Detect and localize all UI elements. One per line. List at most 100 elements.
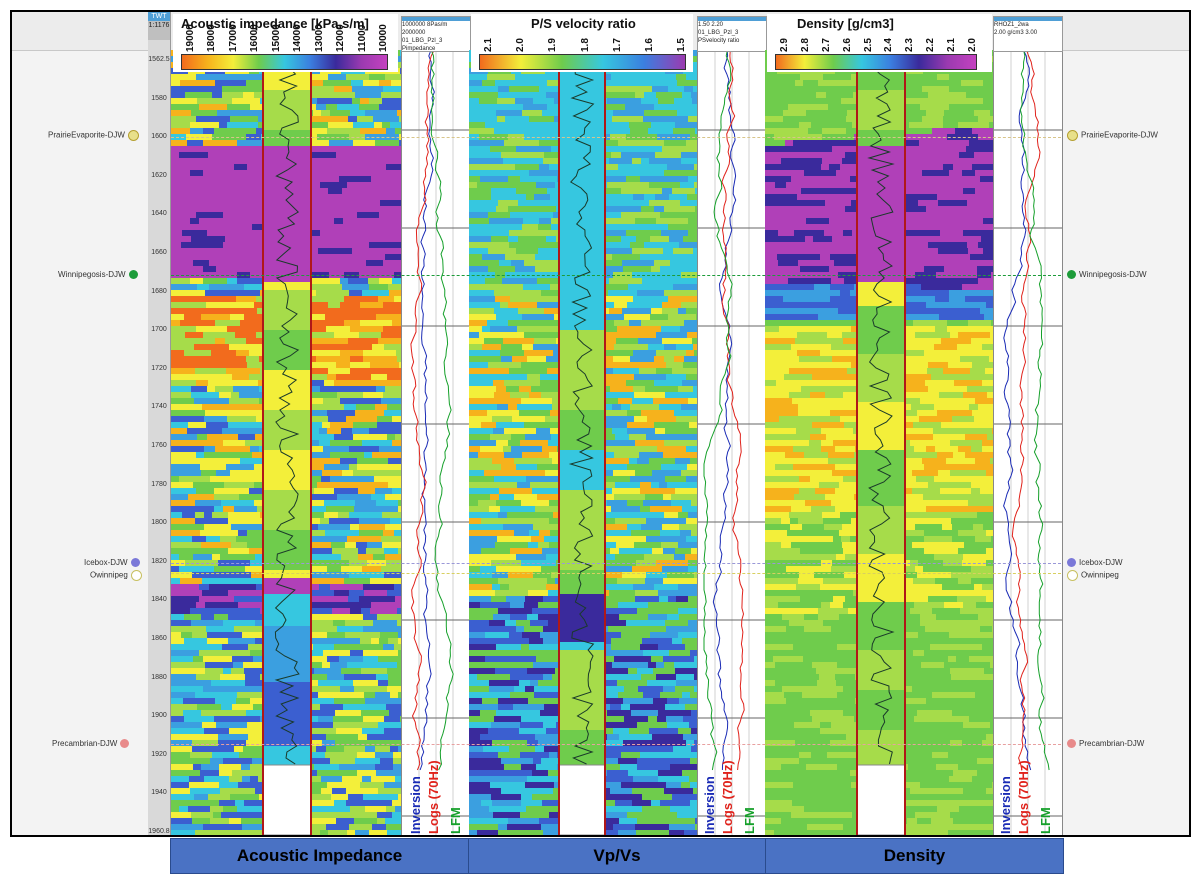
section-cell	[975, 728, 993, 735]
section-cell	[385, 554, 401, 561]
section-cell	[615, 554, 645, 561]
section-cell	[681, 470, 694, 477]
section-cell	[765, 782, 794, 789]
section-cell	[232, 710, 247, 717]
section-cell	[952, 308, 981, 315]
section-cell	[966, 146, 993, 153]
well-column-cell	[857, 426, 905, 435]
section-cell	[171, 260, 194, 267]
section-cell	[171, 404, 203, 411]
section-cell	[171, 716, 185, 723]
marker-left-winnipegosis[interactable]: Winnipegosis-DJW	[58, 270, 141, 280]
section-cell	[469, 128, 495, 135]
section-cell	[227, 572, 252, 579]
colorbar-tick: 12000	[335, 24, 347, 52]
section-cell	[317, 770, 341, 777]
section-cell	[784, 482, 820, 489]
section-cell	[359, 218, 379, 225]
section-cell	[911, 86, 923, 93]
section-cell	[493, 242, 510, 249]
section-cell	[900, 746, 935, 753]
section-cell	[469, 818, 496, 825]
marker-right-winnipegosis[interactable]: Winnipegosis-DJW	[1064, 270, 1147, 280]
marker-right-icebox[interactable]: Icebox-DJW	[1064, 558, 1123, 568]
section-cell	[788, 554, 802, 561]
section-cell	[684, 356, 697, 363]
well-column-cell	[559, 578, 605, 587]
section-cell	[323, 398, 341, 405]
section-cell	[525, 206, 535, 213]
section-cell	[959, 698, 977, 705]
tab-acoustic-impedance[interactable]: Acoustic Impedance	[170, 838, 469, 874]
tab-vpvs[interactable]: Vp/Vs	[468, 838, 766, 874]
section-cell	[949, 170, 963, 177]
section-cell	[339, 176, 372, 183]
section-cell	[353, 470, 381, 477]
section-cell	[171, 158, 202, 165]
well-column-cell	[263, 338, 311, 347]
section-cell	[479, 332, 490, 339]
section-cell	[901, 518, 926, 525]
section-cell	[324, 464, 350, 471]
section-cell	[184, 350, 212, 357]
section-cell	[826, 92, 854, 99]
marker-left-owinnipeg[interactable]: Owinnipeg	[90, 570, 145, 581]
time-tick: 1780	[151, 480, 167, 488]
section-cell	[639, 452, 664, 459]
section-cell	[692, 170, 697, 177]
section-cell	[340, 278, 349, 285]
section-cell	[171, 440, 195, 447]
section-cell	[898, 698, 927, 705]
section-cell	[204, 776, 230, 783]
section-cell	[664, 440, 697, 447]
section-cell	[801, 104, 829, 111]
section-cell	[930, 800, 955, 807]
section-cell	[320, 830, 329, 835]
section-cell	[527, 374, 541, 381]
section-cell	[546, 716, 567, 723]
well-column-cell	[559, 178, 605, 187]
section-cell	[498, 824, 508, 831]
marker-right-owinnipeg[interactable]: Owinnipeg	[1064, 570, 1119, 581]
well-column-cell	[263, 346, 311, 355]
section-cell	[491, 722, 521, 729]
marker-left-prairie[interactable]: PrairieEvaporite-DJW	[48, 130, 142, 141]
section-cell	[622, 572, 647, 579]
section-cell	[662, 308, 679, 315]
section-cell	[171, 656, 194, 663]
section-cell	[804, 626, 819, 633]
section-cell	[387, 830, 401, 835]
section-cell	[393, 764, 401, 771]
section-cell	[968, 428, 993, 435]
section-cell	[686, 740, 695, 747]
section-cell	[307, 284, 343, 291]
section-cell	[634, 512, 656, 519]
section-cell	[934, 476, 952, 483]
section-cell	[820, 254, 831, 261]
section-cell	[365, 110, 398, 117]
section-cell	[637, 656, 652, 663]
section-cell	[503, 524, 534, 531]
marker-right-prairie[interactable]: PrairieEvaporite-DJW	[1064, 130, 1158, 141]
section-cell	[219, 122, 228, 129]
section-cell	[210, 758, 224, 765]
section-cell	[781, 518, 791, 525]
section-cell	[796, 590, 831, 597]
section-cell	[920, 782, 931, 789]
section-cell	[171, 638, 185, 645]
tab-density[interactable]: Density	[765, 838, 1064, 874]
marker-left-icebox[interactable]: Icebox-DJW	[84, 558, 143, 568]
marker-left-precambrian[interactable]: Precambrian-DJW	[52, 739, 132, 749]
section-cell	[959, 152, 975, 159]
section-cell	[794, 128, 809, 135]
section-cell	[225, 338, 247, 345]
well-column-cell	[857, 394, 905, 403]
section-cell	[202, 722, 217, 729]
marker-right-precambrian[interactable]: Precambrian-DJW	[1064, 739, 1144, 749]
section-cell	[635, 470, 653, 477]
section-cell	[775, 236, 806, 243]
section-cell	[469, 608, 499, 615]
section-cell	[171, 536, 193, 543]
section-cell	[508, 176, 521, 183]
section-cell	[355, 830, 370, 835]
